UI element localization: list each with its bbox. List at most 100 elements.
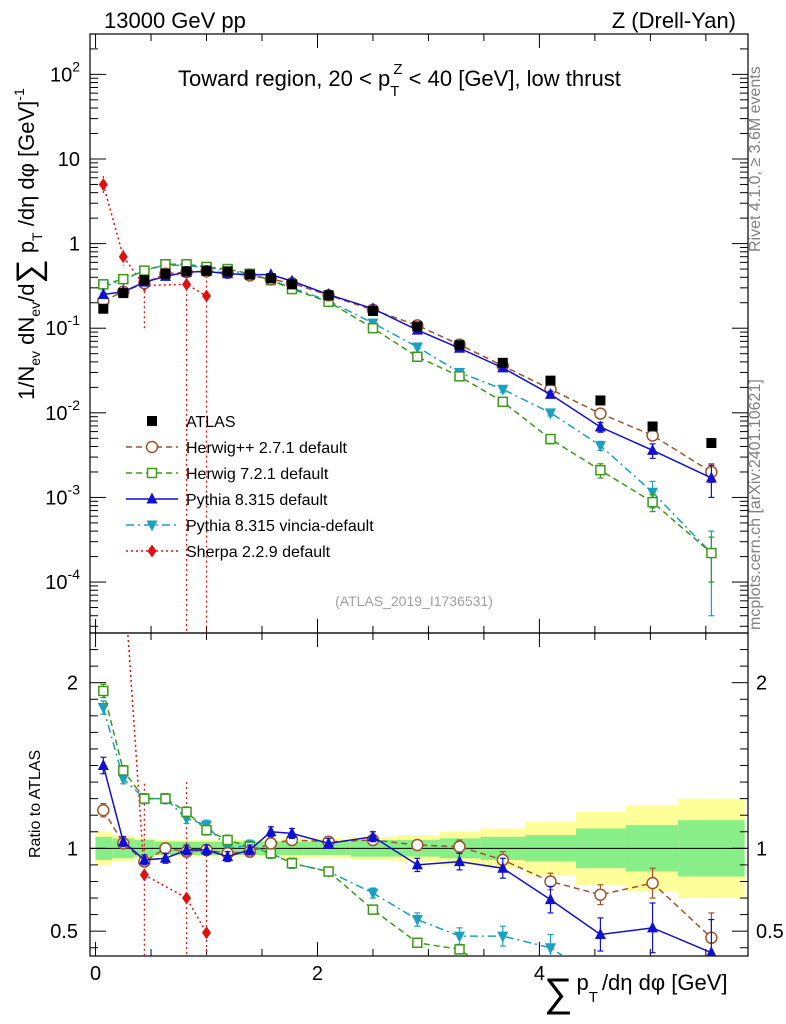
process-label: Z (Drell-Yan): [612, 8, 736, 33]
y-tick-label: 102: [50, 58, 80, 86]
legend-entry-herwig7: Herwig 7.2.1 default: [126, 466, 329, 483]
ratio-line-herwig7: [102, 690, 470, 956]
ylabel-main: 1/Nev dNev/d∑ pT /dη dφ [GeV]-1: [10, 88, 48, 400]
ratio-point-herwigpp: [453, 840, 466, 853]
ylabel-d-sub: T: [29, 232, 45, 241]
y-tick-label-base: 10: [45, 572, 67, 594]
point-herwig7: [647, 496, 658, 508]
ratio-point-pythia: [244, 843, 256, 855]
ratio-point-herwigpp: [97, 803, 110, 817]
legend-label-herwig7: Herwig 7.2.1 default: [186, 466, 329, 483]
ratio-point-vincia: [117, 774, 129, 786]
ratio-point-pythia: [201, 843, 213, 855]
y-tick-label-base: 10: [45, 318, 67, 340]
point-atlas: [545, 375, 556, 386]
title-sup: Z: [393, 61, 402, 78]
point-herwig7: [139, 265, 150, 276]
xlabel-sub: T: [589, 989, 598, 1006]
ratio-point-pythia: [497, 861, 509, 873]
ratio-point-sherpa: [139, 868, 149, 882]
ratio-frame: [89, 632, 749, 957]
xlabel: ∑ pT/dη dφ [GeV]: [544, 970, 728, 1015]
ratio-point-vincia: [544, 943, 556, 955]
ratio-point-herwig7: [222, 834, 233, 846]
point-herwig7: [497, 396, 509, 408]
ratio-point-pythia: [594, 927, 606, 939]
main-panel-series: [97, 175, 718, 633]
title-prefix: Toward region, 20 < p: [178, 66, 390, 91]
legend-marker-herwig7: [146, 467, 158, 479]
point-atlas: [160, 268, 171, 279]
point-atlas: [201, 265, 212, 276]
point-atlas: [412, 321, 423, 332]
ratio-point-pythia: [411, 858, 423, 870]
y-tick-label: 10-4: [45, 566, 80, 594]
y-tick-label: 10-3: [45, 481, 80, 509]
y-tick-label-exp: -2: [68, 397, 81, 413]
point-atlas: [98, 303, 109, 314]
ratio-point-pythia: [97, 759, 109, 771]
legend-marker-sherpa: [147, 544, 157, 558]
ratio-point-vincia: [454, 931, 466, 943]
title-suffix: < 40 [GeV], low thrust: [403, 66, 621, 91]
x-tick-label: 0: [90, 963, 101, 985]
point-vincia: [594, 441, 606, 453]
y-tick-label: 1: [69, 234, 80, 256]
ratio-point-vincia: [97, 703, 109, 715]
point-vincia: [411, 342, 423, 354]
y-tick-label-base: 10: [50, 64, 72, 86]
ylabel-d: p: [14, 241, 39, 259]
x-tick-label: 4: [534, 963, 545, 985]
point-atlas: [139, 275, 150, 286]
ratio-point-herwig7: [160, 793, 171, 804]
point-atlas: [647, 421, 658, 432]
xlabel-sigma: ∑: [544, 971, 573, 1015]
ylabel-e-sup: -1: [11, 88, 27, 101]
point-atlas: [323, 290, 334, 301]
ylabel-e: /dη dφ [GeV]: [14, 101, 39, 233]
rivet-label: Rivet 4.1.0, ≥ 3.6M events: [747, 66, 764, 252]
ratio-point-herwig7: [181, 806, 192, 818]
legend-entry-herwigpp: Herwig++ 2.7.1 default: [126, 440, 348, 457]
point-pythia: [544, 387, 556, 399]
ylabel-ratio: Ratio to ATLAS: [27, 750, 44, 858]
ratio-point-herwig7: [265, 848, 277, 859]
point-herwig7: [160, 259, 171, 270]
ratio-point-pythia: [159, 851, 171, 863]
legend: ATLAS Herwig++ 2.7.1 default Herwig 7.2.1 …: [126, 414, 374, 561]
ratio-y-tick-label-left: 2: [67, 673, 78, 695]
ratio-point-pythia: [544, 893, 556, 905]
ratio-point-herwigpp: [646, 876, 659, 890]
y-tick-label-exp: -4: [68, 566, 81, 582]
point-atlas: [454, 340, 465, 351]
ratio-panel-series: [97, 633, 718, 956]
ratio-point-pythia: [323, 836, 335, 848]
point-atlas: [595, 395, 606, 406]
y-tick-label-base: 10: [58, 149, 80, 171]
y-tick-label: 10-2: [45, 397, 80, 425]
ratio-point-pythia: [117, 835, 129, 847]
ratio-series-herwig7: [98, 683, 470, 956]
ratio-point-herwig7: [118, 765, 129, 776]
point-herwig7: [412, 351, 423, 362]
series-atlas: [98, 265, 717, 448]
legend-label-vincia: Pythia 8.315 vincia-default: [186, 518, 374, 535]
legend-entry-vincia: Pythia 8.315 vincia-default: [126, 518, 374, 535]
point-herwig7: [454, 371, 465, 382]
ratio-point-herwig7: [139, 793, 150, 804]
ratio-point-herwigpp: [411, 838, 424, 852]
y-tick-label-base: 1: [69, 234, 80, 256]
ratio-point-pythia: [454, 855, 466, 867]
point-atlas: [244, 269, 255, 280]
y-tick-label-base: 10: [45, 487, 67, 509]
legend-marker-vincia: [146, 520, 158, 532]
ratio-point-herwig7: [454, 944, 465, 955]
legend-label-atlas: ATLAS: [186, 414, 236, 431]
legend-entry-atlas: ATLAS: [147, 414, 236, 431]
ratio-point-pythia: [222, 850, 234, 862]
ratio-series-sherpa: [127, 633, 212, 956]
point-herwig7: [545, 433, 556, 445]
legend-entry-sherpa: Sherpa 2.2.9 default: [126, 544, 331, 561]
ylabel-a: 1/N: [14, 366, 39, 400]
